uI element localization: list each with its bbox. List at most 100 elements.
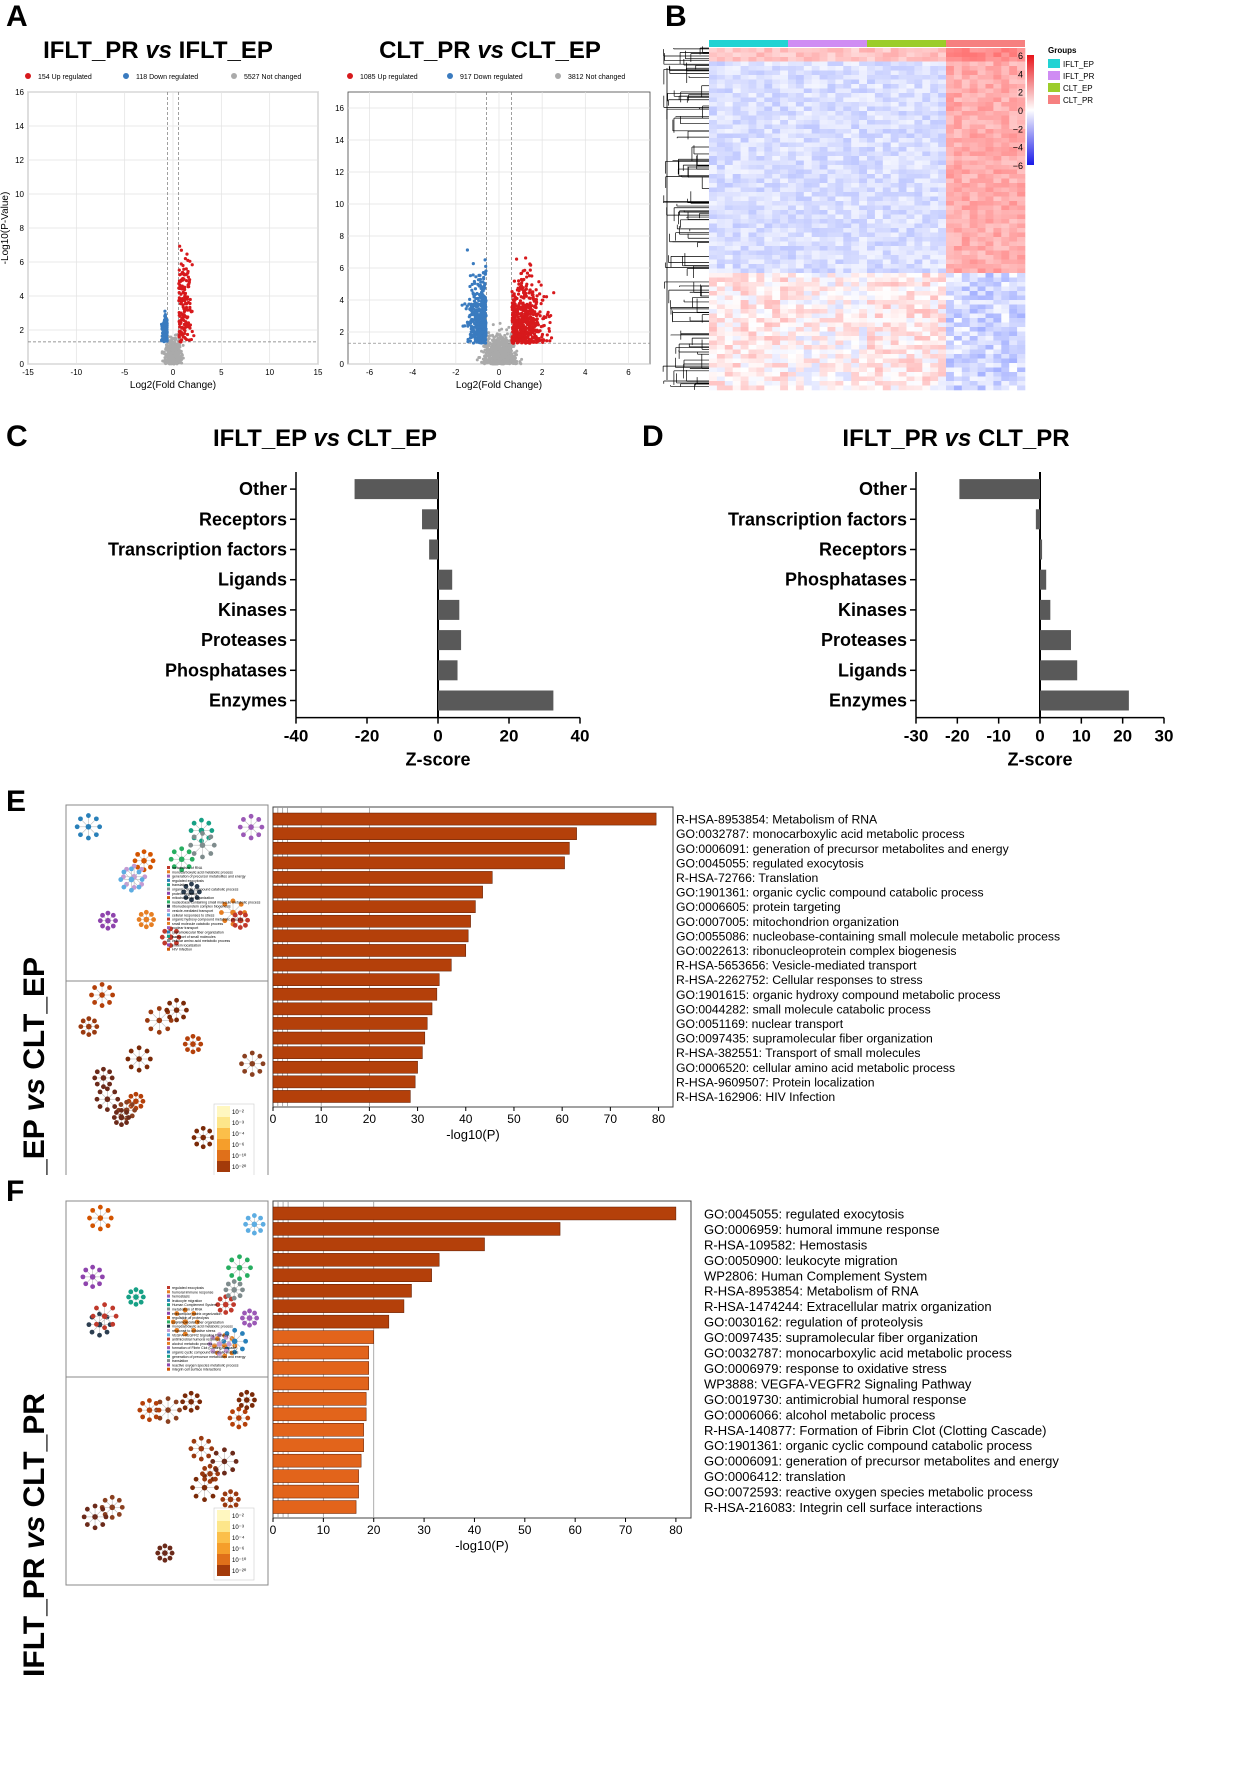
heatmap-cell [985, 214, 994, 220]
heatmap-cell [969, 187, 978, 193]
heatmap-cell [953, 286, 963, 292]
heatmap-cell [882, 111, 891, 116]
heatmap-cell [819, 88, 828, 94]
point-down [470, 288, 474, 292]
heatmap-cell [772, 169, 781, 175]
heatmap-cell [938, 124, 947, 130]
heatmap-cell [756, 97, 765, 103]
heatmap-cell [851, 97, 860, 103]
heatmap-cell [724, 57, 733, 62]
point-not-changed [486, 339, 490, 343]
heatmap-cell [851, 174, 860, 179]
heatmap-cell [780, 241, 789, 247]
heatmap-cell [993, 52, 1002, 58]
point-up [511, 298, 515, 302]
heatmap-cell [827, 196, 836, 202]
heatmap-cell [930, 156, 939, 161]
heatmap-cell [946, 237, 955, 242]
heatmap-cell [906, 210, 915, 215]
heatmap-cell [780, 48, 789, 53]
heatmap-cell [780, 201, 789, 206]
point-up [518, 299, 523, 303]
point-up [520, 278, 525, 282]
heatmap-cell [985, 142, 994, 148]
heatmap-cell [867, 187, 876, 193]
heatmap-cell [985, 228, 994, 233]
heatmap-cell [922, 160, 931, 166]
heatmap-cell [788, 174, 797, 179]
heatmap-cell [772, 165, 781, 170]
heatmap-cell [732, 210, 741, 215]
heatmap-cell [882, 277, 891, 283]
heatmap-cell [851, 61, 860, 67]
heatmap-cell [898, 237, 907, 242]
point-down [464, 307, 468, 311]
heatmap-cell [1009, 88, 1018, 94]
heatmap-cell [724, 111, 733, 116]
heatmap-cell [709, 133, 718, 139]
heatmap-cell [795, 259, 805, 265]
heatmap-cell [803, 309, 812, 314]
heatmap-cell [946, 106, 955, 112]
heatmap-cell [930, 129, 939, 134]
point-up [188, 278, 192, 282]
heatmap-cell [882, 291, 891, 296]
heatmap-cell [843, 97, 852, 103]
heatmap-cell [922, 196, 931, 202]
heatmap-cell [756, 178, 765, 184]
heatmap-cell [827, 273, 836, 278]
heatmap-cell [890, 201, 899, 206]
heatmap-cell [882, 115, 891, 121]
heatmap-cell [756, 214, 765, 220]
point-down [468, 339, 472, 343]
heatmap-cell [716, 79, 726, 85]
heatmap-cell [788, 75, 797, 80]
heatmap-cell [748, 174, 757, 179]
heatmap-cell [843, 273, 852, 278]
heatmap-cell [740, 300, 749, 305]
heatmap-cell [1017, 214, 1026, 220]
heatmap-cell [732, 201, 741, 206]
heatmap-cell [724, 268, 733, 274]
heatmap-cell [930, 61, 939, 67]
point-up [523, 332, 527, 336]
heatmap-cell [709, 214, 718, 220]
heatmap-cell [1001, 255, 1010, 260]
point-not-changed [181, 356, 185, 360]
heatmap-cell [811, 111, 820, 116]
heatmap-cell [780, 93, 789, 98]
heatmap-cell [890, 70, 899, 76]
heatmap-cell [898, 147, 907, 152]
point-up [532, 317, 536, 322]
heatmap-cell [709, 205, 718, 211]
heatmap-cell [961, 273, 970, 278]
heatmap-cell [788, 237, 797, 242]
heatmap-cell [985, 52, 994, 58]
heatmap-cell [930, 160, 939, 166]
heatmap-cell [977, 79, 986, 85]
heatmap-cell [898, 300, 907, 305]
heatmap-cell [803, 147, 812, 152]
heatmap-cell [716, 205, 726, 211]
heatmap-cell [795, 61, 805, 67]
group-color-bar [946, 40, 1025, 47]
heatmap-cell [716, 120, 726, 125]
heatmap-cell [1017, 300, 1026, 305]
heatmap-cell [732, 219, 741, 224]
heatmap-cell [795, 138, 805, 143]
heatmap-cell [756, 286, 765, 292]
heatmap-cell [882, 75, 891, 80]
heatmap-cell [716, 273, 726, 278]
heatmap-cell [867, 282, 876, 287]
point-up [183, 322, 188, 326]
heatmap-cell [867, 300, 876, 305]
heatmap-cell [961, 246, 970, 251]
heatmap-cell [772, 124, 781, 130]
heatmap-cell [724, 129, 733, 134]
heatmap-cell [946, 259, 955, 265]
point-up [541, 317, 545, 321]
heatmap-cell [906, 165, 915, 170]
point-down [480, 318, 484, 322]
heatmap-cell [835, 120, 844, 125]
heatmap-cell [867, 277, 876, 283]
